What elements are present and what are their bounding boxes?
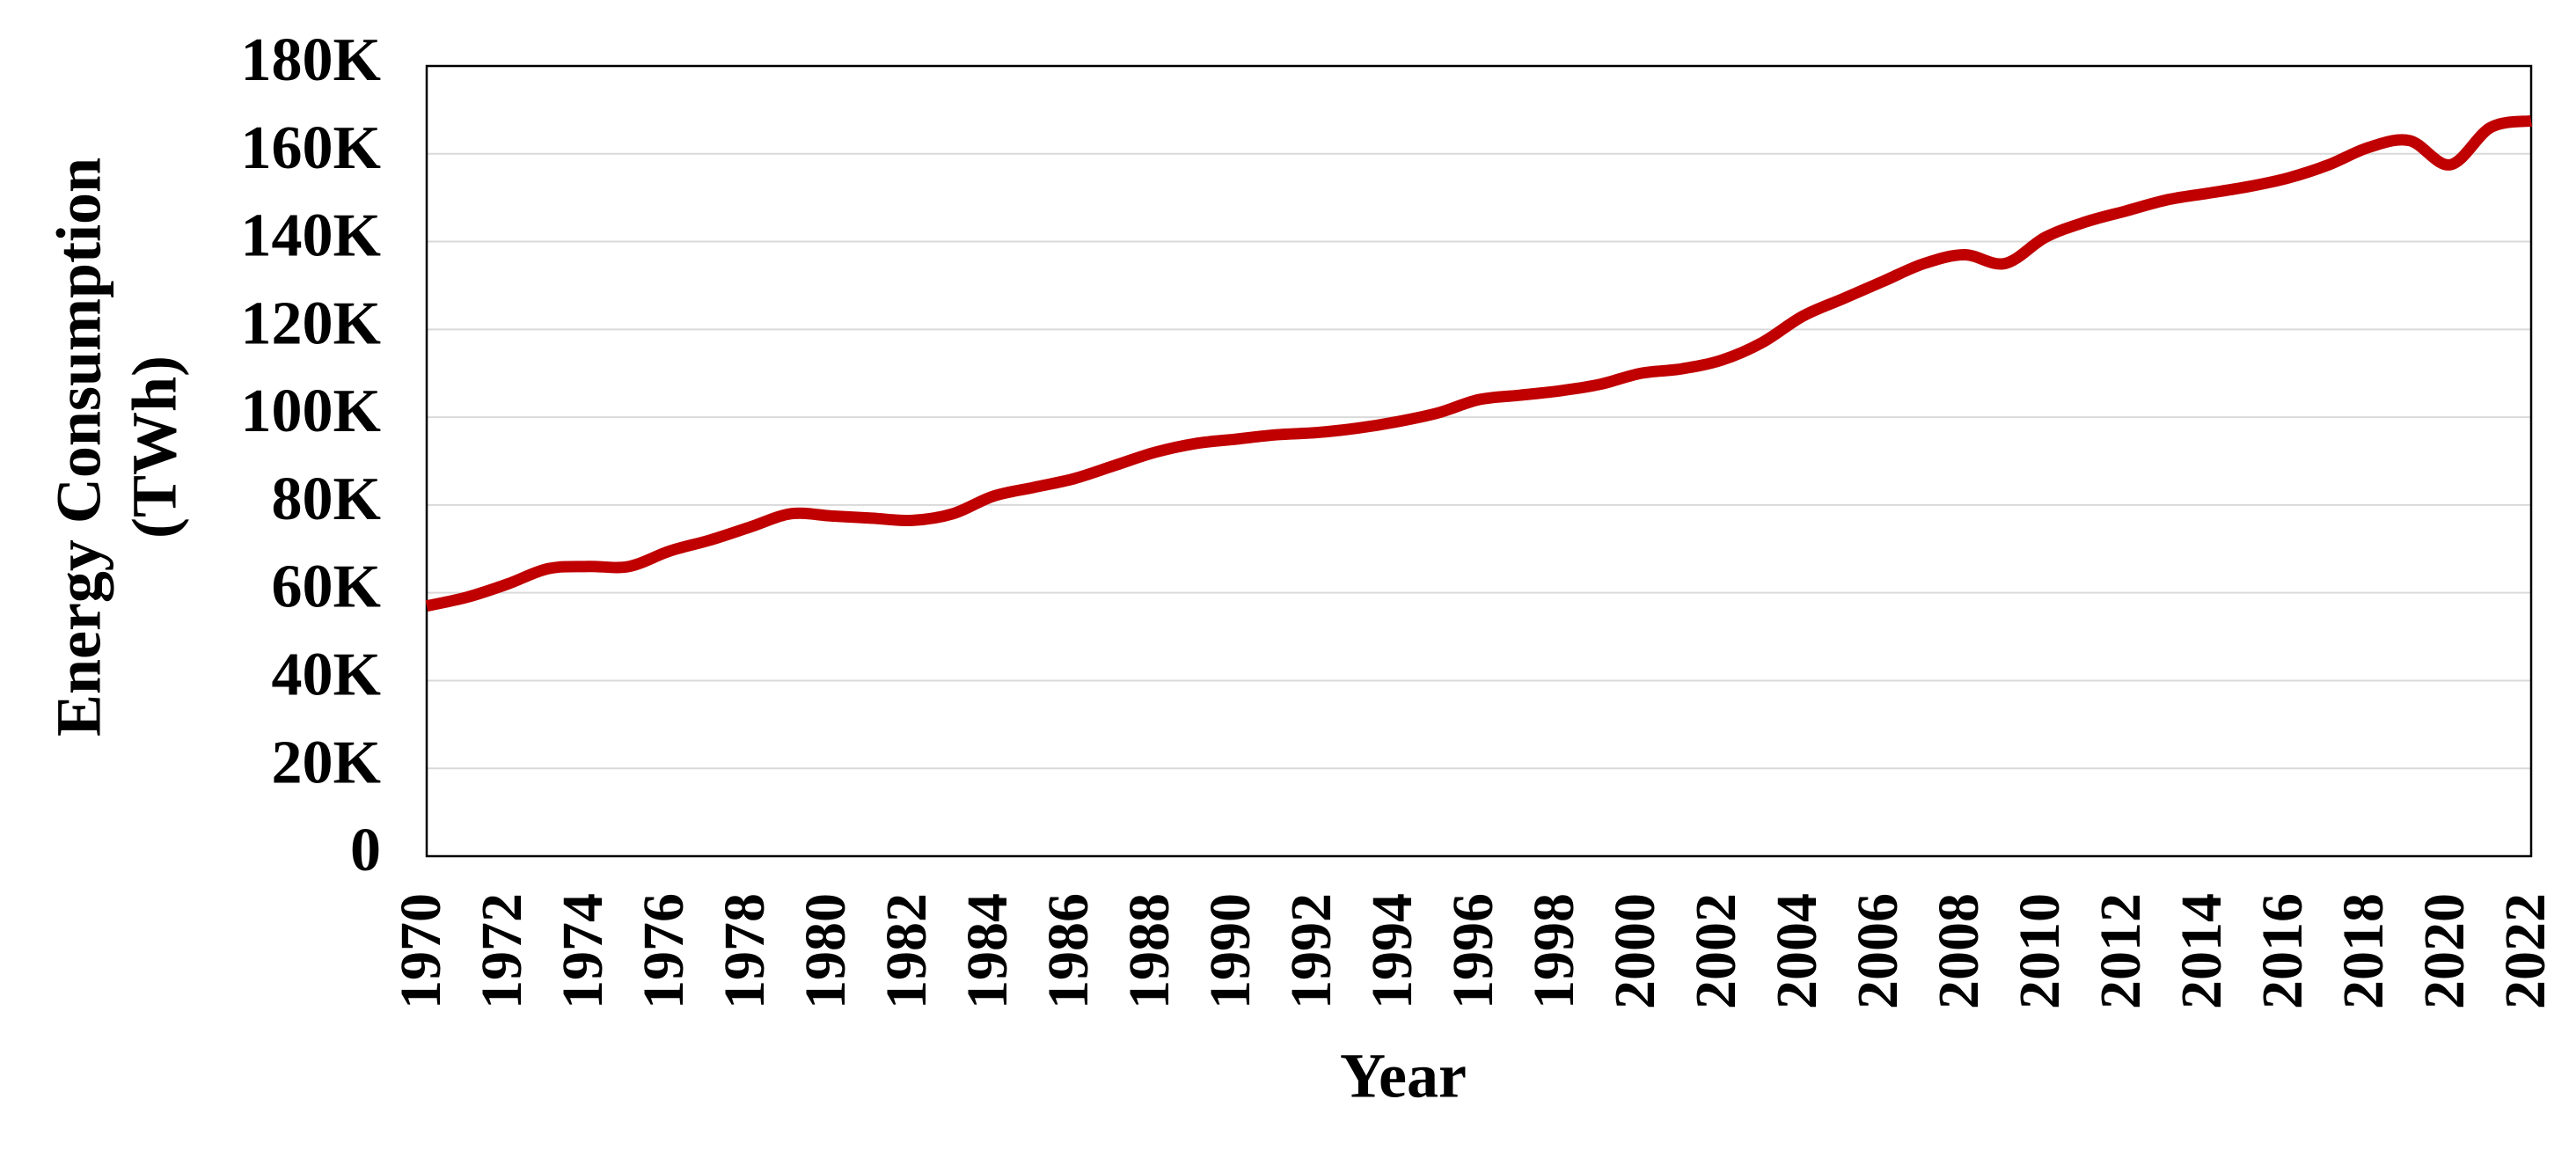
x-tick-label: 1996: [1441, 893, 1505, 1009]
x-axis-title: Year: [1340, 1041, 1467, 1111]
x-tick-label: 2002: [1684, 893, 1748, 1009]
y-tick-label: 20K: [272, 729, 381, 796]
plot-frame: [425, 64, 2533, 858]
x-tick-label: 1970: [389, 893, 453, 1009]
x-tick-label: 1990: [1198, 893, 1262, 1009]
x-tick-label: 1988: [1117, 893, 1182, 1009]
x-tick-label: 2016: [2250, 893, 2315, 1009]
y-tick-label: 40K: [272, 641, 381, 709]
x-tick-label: 1978: [713, 893, 777, 1009]
y-tick-label: 60K: [272, 553, 381, 621]
x-tick-label: 1984: [955, 893, 1020, 1009]
y-tick-label: 180K: [241, 26, 381, 94]
x-tick-label: 2008: [1927, 893, 1991, 1009]
y-axis-title: (TWh): [120, 355, 190, 539]
y-tick-label: 120K: [241, 290, 381, 357]
x-tick-label: 2014: [2170, 893, 2234, 1009]
x-tick-label: 2020: [2412, 893, 2477, 1009]
x-tick-label: 1976: [632, 893, 696, 1009]
x-tick-label: 1980: [794, 893, 858, 1009]
y-tick-label: 80K: [272, 465, 381, 533]
x-tick-label: 1992: [1279, 893, 1343, 1009]
x-tick-label: 2000: [1603, 893, 1667, 1009]
data-line: [425, 114, 2533, 612]
x-tick-label: 2010: [2008, 893, 2072, 1009]
x-tick-label: 2022: [2493, 893, 2558, 1009]
y-tick-label: 160K: [241, 114, 381, 182]
x-tick-label: 1972: [470, 893, 534, 1009]
y-tick-label: 100K: [241, 377, 381, 445]
x-tick-label: 2004: [1765, 893, 1829, 1009]
x-tick-label: 1998: [1522, 893, 1586, 1009]
y-tick-label: 0: [350, 817, 381, 884]
y-tick-label: 140K: [241, 202, 381, 270]
x-tick-label: 1982: [875, 893, 939, 1009]
x-tick-label: 1974: [551, 893, 615, 1009]
x-tick-label: 1994: [1360, 893, 1424, 1009]
x-tick-label: 1986: [1036, 893, 1101, 1009]
x-tick-label: 2006: [1846, 893, 1910, 1009]
x-tick-label: 2018: [2331, 893, 2396, 1009]
y-axis-title: Energy Consumption: [44, 158, 114, 737]
x-tick-label: 2012: [2089, 893, 2153, 1009]
